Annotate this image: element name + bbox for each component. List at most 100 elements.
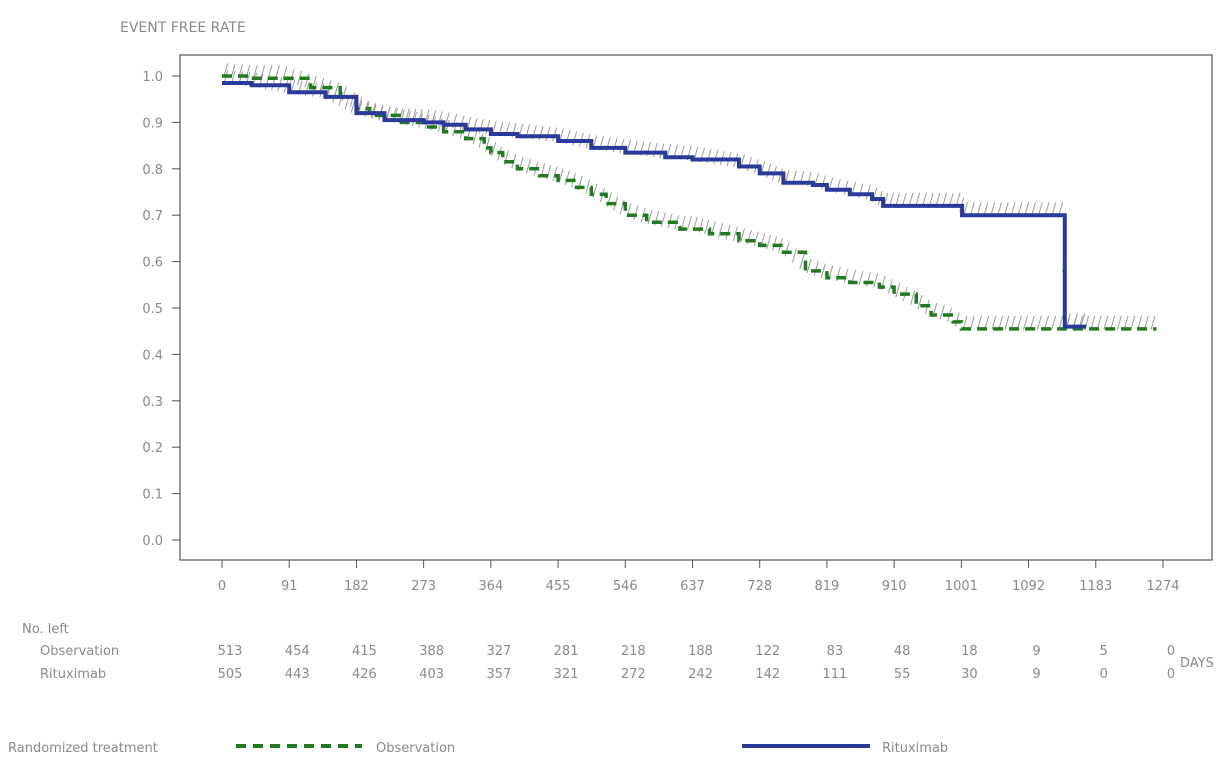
y-tick-label: 0.5 [142,302,163,317]
risk-row-label-observation: Observation [40,644,119,659]
censor-mark [917,294,923,310]
censor-mark [652,142,658,158]
x-tick-label: 1274 [1146,579,1179,594]
censor-mark [572,131,578,146]
risk-table-cell: 9 [1032,667,1040,682]
risk-table-cell: 55 [894,667,911,682]
y-tick-label: 0.0 [142,534,163,549]
censor-mark [1036,315,1042,331]
censor-mark [338,91,344,107]
x-tick-label: 455 [546,579,571,594]
censor-mark [612,138,618,153]
risk-table-cell: 388 [419,644,444,659]
risk-table-cell: 9 [1032,644,1040,659]
series-line-observation [222,74,1157,331]
x-tick-label: 91 [281,579,298,594]
censor-mark [865,185,871,200]
censor-mark [552,166,558,181]
x-tick-label: 546 [613,579,638,594]
risk-table-cell: 403 [419,667,444,682]
y-tick-label: 0.7 [142,209,163,224]
risk-table-cell: 188 [688,644,713,659]
censor-mark [472,130,478,145]
y-tick-label: 0.6 [142,256,163,271]
censor-mark [939,305,945,320]
censor-mark [799,254,805,269]
x-tick-label: 728 [747,579,772,594]
x-tick-label: 364 [478,579,503,594]
risk-table-cell: 272 [621,667,646,682]
censor-mark [806,258,812,274]
risk-table-cell: 30 [961,667,978,682]
censor-mark [887,279,893,294]
risk-table-cell: 0 [1167,644,1175,659]
censor-mark [766,163,772,179]
censor-mark [843,180,849,195]
censor-mark [297,70,303,86]
censor-mark [289,68,295,83]
risk-table-cell: 0 [1100,667,1108,682]
censor-mark [1116,315,1122,331]
censor-mark [526,159,532,174]
risk-table-cell: 122 [755,644,780,659]
risk-table-cell: 415 [352,644,377,659]
censor-mark [820,263,826,278]
legend-label-observation: Observation [376,741,455,756]
x-tick-label: 273 [411,579,436,594]
risk-table-cell: 357 [486,667,511,682]
censor-mark [843,268,849,283]
censor-mark [713,149,719,165]
x-tick-label: 910 [882,579,907,594]
x-axis-ticks: 0 91 182 273 364 455 546 637 728 819 910 1001 1092 11… [218,560,1180,594]
censor-mark [753,231,759,246]
legend-title: Randomized treatment [8,741,158,756]
censor-mark [633,205,639,220]
censor-mark [545,126,551,141]
risk-table-header: No. left [22,622,69,637]
censor-mark [858,271,864,286]
x-tick-label: 182 [344,579,369,594]
censor-mark [660,212,666,227]
censor-mark [585,179,591,194]
x-tick-label: 0 [218,579,226,594]
x-tick-label: 1183 [1079,579,1112,594]
censor-mark [766,234,772,250]
censor-mark [991,315,997,331]
risk-table-cell: 218 [621,644,646,659]
y-tick-label: 0.4 [142,348,163,363]
censor-mark [282,66,288,81]
x-tick-label: 819 [815,579,840,594]
risk-table-cell: 111 [823,667,848,682]
risk-table-cell: 242 [688,667,713,682]
censor-mark [746,156,752,172]
censor-mark [1103,315,1109,331]
censor-mark [647,209,653,224]
censor-mark [873,273,879,288]
y-tick-label: 0.9 [142,116,163,131]
risk-table-cell: 426 [352,667,377,682]
censor-mark [1130,315,1136,331]
risk-table-cell: 281 [554,644,579,659]
risk-table-cell: 5 [1100,644,1108,659]
chart-title: EVENT FREE RATE [120,20,246,36]
risk-table-cell: 454 [285,644,310,659]
plot-frame [179,54,1213,561]
y-tick-label: 1.0 [142,70,163,85]
censor-mark [954,312,960,327]
censor-mark [564,170,570,186]
censor-mark [777,168,783,183]
censor-mark [820,175,826,190]
risk-row-label-rituximab: Rituximab [40,667,106,682]
risk-table-cell: 321 [554,667,579,682]
risk-table-cell: 18 [961,644,978,659]
censor-mark [718,223,724,238]
x-tick-label: 1001 [945,579,978,594]
series-lines [222,74,1157,331]
censor-marks [223,63,1156,331]
risk-table-cell: 48 [894,644,911,659]
censor-mark [1150,315,1156,331]
risk-table-cell: 443 [285,667,310,682]
risk-table-cell: 513 [218,644,243,659]
risk-table-cell: 142 [755,667,780,682]
